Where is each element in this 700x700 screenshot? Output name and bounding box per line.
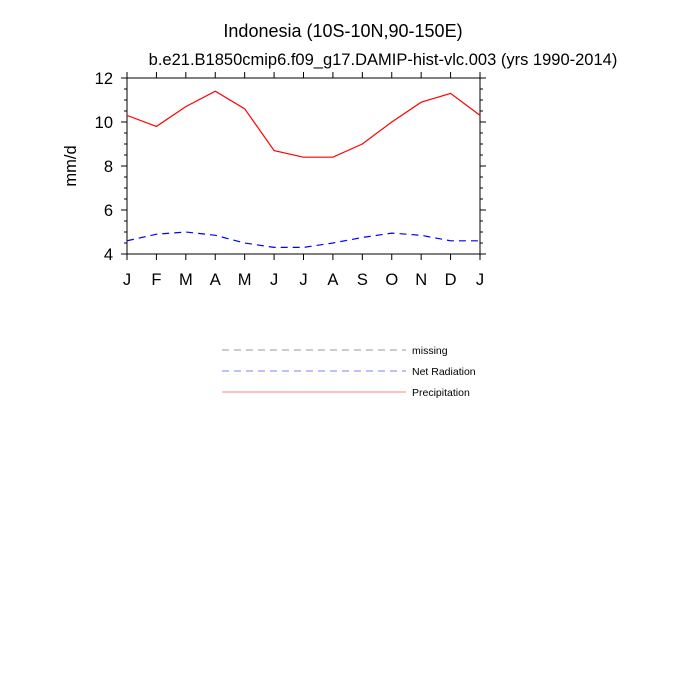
x-tick-label: S [357,271,368,289]
series-line-net-radiation [126,231,480,248]
x-tick-label: A [327,271,338,289]
x-tick-label: D [445,271,457,289]
legend: missing Net Radiation Precipitation [222,345,476,399]
y-tick-label: 6 [104,202,113,220]
x-tick-label: O [385,271,398,289]
x-tick-label: J [299,271,307,289]
x-tick-label: J [476,271,484,289]
x-tick-label: M [238,271,252,289]
series-line-precipitation [126,90,481,158]
x-tick-label: F [151,271,161,289]
legend-label: Precipitation [412,387,470,399]
y-tick-label: 12 [95,70,113,88]
chart-title: Indonesia (10S-10N,90-150E) [223,21,462,41]
plot-area-frame [126,77,481,255]
x-tick-label: J [123,271,131,289]
y-tick-label: 10 [95,114,113,132]
series-layer [126,90,481,248]
x-tick-label: M [179,271,193,289]
y-tick-label: 4 [104,246,113,264]
y-axis-label: mm/d [62,145,80,186]
x-tick-label: J [270,271,278,289]
legend-label: missing [412,345,448,357]
x-tick-label: N [415,271,427,289]
y-tick-label: 8 [104,158,113,176]
legend-label: Net Radiation [412,366,476,378]
x-tick-label: A [210,271,221,289]
chart-subtitle: b.e21.B1850cmip6.f09_g17.DAMIP-hist-vlc.… [149,51,618,69]
